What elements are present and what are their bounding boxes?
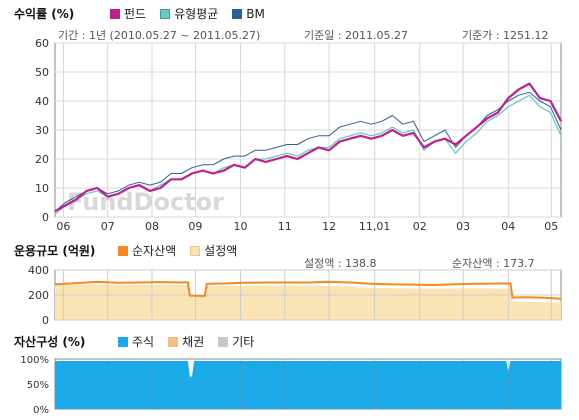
x-tick-label: 03 (456, 220, 470, 233)
x-tick-label: 09 (188, 220, 202, 233)
series-line-순자산액 (54, 280, 562, 300)
y-tick-label: 50 (35, 66, 49, 79)
composition-legend: 주식 채권 기타 (104, 333, 254, 350)
legend-label-bm: BM (246, 6, 265, 21)
legend-swatch-net-assets (118, 245, 128, 256)
legend-label-other: 기타 (232, 335, 255, 349)
y-tick-label: 400 (28, 264, 49, 277)
series-area-설정액 (55, 284, 561, 320)
legend-label-stock: 주식 (132, 335, 155, 349)
series-area-주식 (55, 361, 561, 409)
y-tick-label: 50% (27, 380, 49, 391)
legend-label-set-amount: 설정액 (204, 244, 238, 258)
x-tick-label: 02 (413, 220, 427, 233)
returns-chart: 0 10 20 30 40 50 60 06 07 08 09 10 11 12 11,01 02 03 04 05… (35, 37, 562, 233)
aum-net-assets: 순자산액 : 173.7 (452, 257, 535, 270)
legend-swatch-bond (168, 336, 179, 347)
x-tick-label: 11 (278, 220, 292, 233)
y-tick-label: 20 (35, 153, 49, 166)
aum-set-amount: 설정액 : 138.8 (304, 257, 377, 270)
y-tick-label: 40 (35, 95, 49, 108)
legend-swatch-other (218, 336, 229, 347)
y-tick-label: 30 (35, 124, 49, 137)
returns-base-price: 기준가 : 1251.12 (462, 29, 549, 42)
y-tick-label: 100% (20, 355, 49, 366)
x-tick-label: 04 (501, 220, 515, 233)
y-tick-label: 60 (35, 37, 49, 50)
returns-title: 수익률 (%) (14, 7, 75, 21)
x-tick-label: 12 (322, 220, 336, 233)
x-tick-label: 05 (544, 220, 558, 233)
legend-swatch-bm (232, 8, 243, 19)
legend-label-fund: 펀드 (124, 7, 147, 21)
assets-chart: 0 200 400 (28, 264, 562, 327)
series-line-펀드 (54, 82, 562, 213)
x-tick-label: 10 (234, 220, 248, 233)
legend-label-type-average: 유형평균 (174, 7, 219, 21)
y-tick-label: 10 (35, 182, 49, 195)
y-tick-label: 200 (28, 289, 49, 302)
legend-label-bond: 채권 (182, 335, 205, 349)
aum-legend: 순자산액 설정액 (104, 242, 237, 259)
composition-title: 자산구성 (%) (14, 335, 86, 349)
returns-base-date: 기준일 : 2011.05.27 (304, 29, 409, 42)
legend-swatch-type-average (160, 8, 171, 19)
aum-title: 운용규모 (억원) (14, 244, 96, 258)
x-tick-label: 11,01 (359, 220, 391, 233)
legend-label-net-assets: 순자산액 (132, 244, 177, 258)
x-tick-label: 06 (56, 220, 70, 233)
y-tick-label: 0 (42, 211, 49, 224)
legend-swatch-set-amount (190, 245, 201, 256)
returns-legend: 펀드 유형평균 BM (96, 5, 265, 22)
composition-chart: 0% 50% 100% (20, 355, 562, 416)
returns-period: 기간 : 1년 (2010.05.27 ~ 2011.05.27) (58, 29, 261, 42)
legend-swatch-stock (118, 336, 128, 347)
x-tick-label: 08 (145, 220, 159, 233)
y-tick-label: 0% (33, 405, 49, 416)
y-tick-label: 0 (42, 314, 49, 327)
x-tick-label: 07 (101, 220, 115, 233)
legend-swatch-fund (110, 8, 120, 19)
